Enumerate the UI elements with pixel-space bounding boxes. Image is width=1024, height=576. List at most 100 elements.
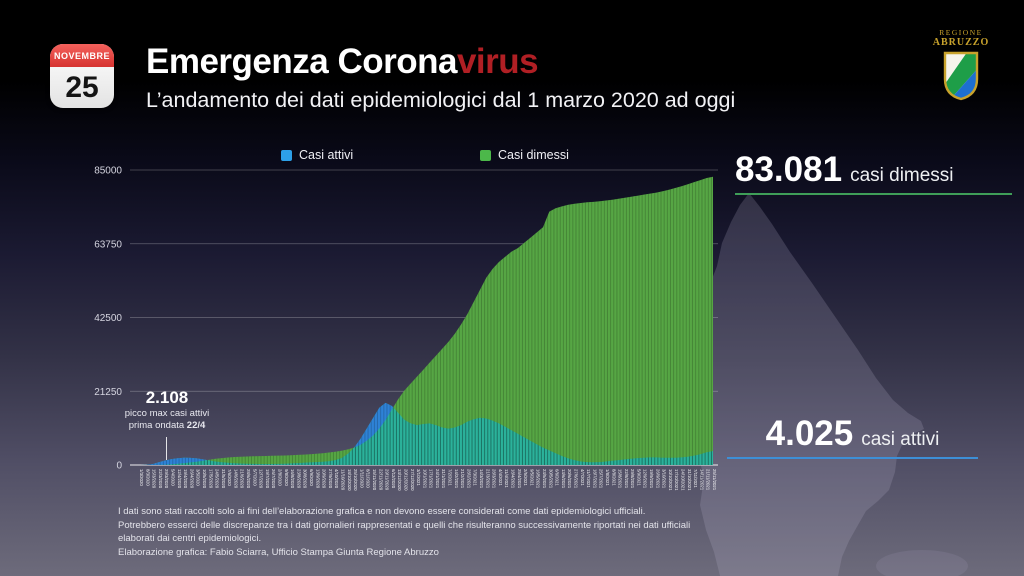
logo-text-abruzzo: ABRUZZO [932,37,990,48]
calendar-month: NOVEMBRE [53,50,110,61]
svg-text:20/12/2020: 20/12/2020 [404,469,409,491]
svg-text:21/3/2021: 21/3/2021 [485,469,490,489]
svg-text:11/7/2021: 11/7/2021 [586,469,591,488]
svg-text:63750: 63750 [94,239,122,250]
svg-text:5/7/2020: 5/7/2020 [252,469,257,486]
disclaimer-line: I dati sono stati raccolti solo ai fini … [118,506,646,517]
svg-text:21/2/2021: 21/2/2021 [460,469,465,489]
svg-text:10/1/2021: 10/1/2021 [422,469,427,489]
legend-label-attivi: Casi attivi [299,148,354,162]
legend-item-casi-dimessi: Casi dimessi [480,148,569,162]
svg-text:3/5/2020: 3/5/2020 [196,469,201,486]
legend-swatch-dimessi [480,149,491,161]
disclaimer-line: Potrebbero esserci delle discrepanze tra… [118,519,691,531]
svg-text:13/6/2021: 13/6/2021 [561,469,566,489]
svg-text:4/7/2021: 4/7/2021 [580,469,585,486]
svg-text:30/5/2021: 30/5/2021 [548,469,553,489]
svg-text:15/8/2021: 15/8/2021 [618,469,623,489]
disclaimer-line: Elaborazione grafica: Fabio Sciarra, Uff… [118,546,439,558]
svg-text:25/11/2021: 25/11/2021 [712,469,717,491]
logo-text-regione: REGIONE [939,28,983,37]
svg-text:20/6/2021: 20/6/2021 [567,469,572,489]
svg-text:14/11/2021: 14/11/2021 [699,469,704,491]
svg-text:15/11/2020: 15/11/2020 [372,469,377,491]
svg-text:21/11/2021: 21/11/2021 [706,469,711,491]
svg-text:23/8/2020: 23/8/2020 [296,469,301,489]
svg-text:11/4/2021: 11/4/2021 [504,469,509,488]
legend-item-casi-attivi: Casi attivi [281,148,353,162]
svg-text:22/8/2021: 22/8/2021 [624,469,629,489]
disclaimer-text: I dati sono stati raccolti solo ai fini … [118,505,690,559]
svg-text:1/8/2021: 1/8/2021 [605,469,610,486]
stat-casi-attivi: 4.025 casi attivi [727,414,978,459]
svg-text:14/2/2021: 14/2/2021 [454,469,459,489]
title-red-part: virus [456,42,539,81]
svg-text:14/6/2020: 14/6/2020 [234,469,239,489]
svg-text:26/7/2020: 26/7/2020 [271,469,276,489]
svg-text:31/10/2021: 31/10/2021 [687,469,692,491]
svg-text:29/3/2020: 29/3/2020 [164,469,169,489]
svg-text:24/10/2021: 24/10/2021 [681,469,686,491]
dimessi-value: 83.081 [735,150,843,189]
svg-text:13/12/2020: 13/12/2020 [397,469,402,491]
svg-text:85000: 85000 [94,166,122,177]
svg-text:28/3/2021: 28/3/2021 [492,469,497,489]
dimessi-label: casi dimessi [850,165,954,186]
svg-text:2/5/2021: 2/5/2021 [523,469,528,486]
svg-text:10/10/2021: 10/10/2021 [668,469,673,491]
page-title: Emergenza Coronavirus [146,42,539,82]
svg-text:7/2/2021: 7/2/2021 [448,469,453,486]
svg-text:3/10/2021: 3/10/2021 [662,469,667,489]
svg-text:9/5/2021: 9/5/2021 [529,469,534,486]
svg-text:19/4/2020: 19/4/2020 [183,469,188,489]
attivi-value: 4.025 [765,414,854,453]
svg-text:13/9/2020: 13/9/2020 [315,469,320,489]
svg-text:29/8/2021: 29/8/2021 [630,469,635,489]
svg-text:4/4/2021: 4/4/2021 [498,469,503,486]
calendar-month-band: NOVEMBRE [50,44,114,67]
title-white-part: Emergenza Corona [146,42,457,81]
svg-text:42500: 42500 [94,313,122,324]
svg-text:20/9/2020: 20/9/2020 [322,469,327,489]
svg-text:14/3/2021: 14/3/2021 [479,469,484,489]
svg-text:12/4/2020: 12/4/2020 [177,469,182,489]
svg-text:6/9/2020: 6/9/2020 [309,469,314,486]
svg-text:25/7/2021: 25/7/2021 [599,469,604,489]
abruzzo-crest-icon [943,51,979,101]
svg-text:17/5/2020: 17/5/2020 [208,469,213,489]
attivi-label: casi attivi [861,429,940,450]
regione-abruzzo-logo: REGIONE ABRUZZO [928,28,994,102]
svg-text:21250: 21250 [94,387,122,398]
svg-text:30/8/2020: 30/8/2020 [303,469,308,489]
svg-text:12/7/2020: 12/7/2020 [259,469,264,489]
stat-casi-dimessi: 83.081 casi dimessi [735,150,1012,195]
svg-text:17/10/2021: 17/10/2021 [674,469,679,491]
svg-text:27/9/2020: 27/9/2020 [328,469,333,489]
svg-text:9/8/2020: 9/8/2020 [284,469,289,486]
svg-text:3/1/2021: 3/1/2021 [416,469,421,486]
svg-text:22/11/2020: 22/11/2020 [378,469,383,491]
svg-text:5/4/2020: 5/4/2020 [171,469,176,486]
svg-text:2/8/2020: 2/8/2020 [278,469,283,486]
svg-text:0: 0 [116,461,122,472]
svg-text:1/3/2020: 1/3/2020 [139,469,144,486]
svg-text:8/11/2020: 8/11/2020 [366,469,371,488]
svg-text:8/3/2020: 8/3/2020 [145,469,150,486]
legend-label-dimessi: Casi dimessi [498,148,569,162]
svg-text:7/3/2021: 7/3/2021 [473,469,478,486]
svg-text:19/9/2021: 19/9/2021 [649,469,654,489]
legend-swatch-attivi [281,149,292,161]
svg-text:6/6/2021: 6/6/2021 [555,469,560,486]
svg-text:29/11/2020: 29/11/2020 [385,469,390,491]
annotation-pointer-line [166,437,167,460]
calendar-icon: NOVEMBRE 25 [50,44,114,108]
svg-text:25/10/2020: 25/10/2020 [353,469,358,491]
svg-text:5/9/2021: 5/9/2021 [636,469,641,486]
annotation-line1: picco max casi attivi [124,408,210,419]
svg-text:19/7/2020: 19/7/2020 [265,469,270,489]
annotation-value: 2.108 [145,388,189,407]
svg-text:31/5/2020: 31/5/2020 [221,469,226,489]
